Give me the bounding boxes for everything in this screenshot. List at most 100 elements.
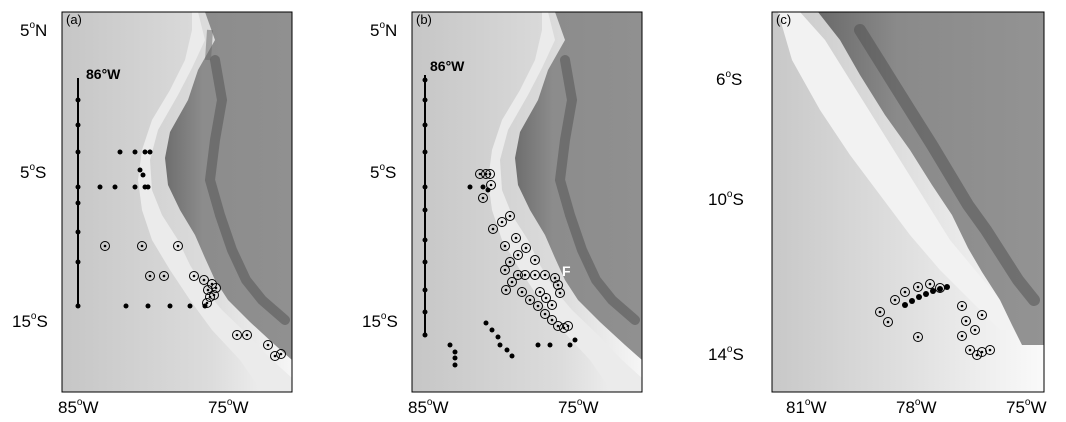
lat-tick-6s: 6oS [716,69,743,89]
ctd-station-ring [488,224,498,234]
station-dot [75,149,81,155]
ctd-station-ring [505,211,515,221]
ctd-station-ring [478,193,488,203]
ctd-station-dot [550,318,554,322]
ctd-station-ring [563,321,573,331]
station-dot [422,309,428,315]
ctd-station-dot [558,291,562,295]
station-points [75,97,208,309]
transect-label: 86°W [430,58,465,74]
lat-tick-5n: 5oN [370,20,398,40]
station-dot [422,149,428,155]
ctd-station-ring [913,332,923,342]
station-dot [422,207,428,213]
shelf [138,12,292,392]
ctd-station-ring [189,271,199,281]
ctd-station-ring [970,325,980,335]
ctd-station-ring [507,277,517,287]
ctd-station-ring [511,233,521,243]
ctd-station-ring [957,331,967,341]
ctd-station-ring [513,270,523,280]
station-dot [509,353,515,359]
station-dot [452,349,458,355]
ctd-station-dot [503,268,507,272]
ctd-station-dot [500,220,504,224]
lat-tick-5s: 5oS [20,162,47,182]
ctd-station-ring [965,345,975,355]
ctd-station-ring [890,295,900,305]
station-dot [572,337,578,343]
station-dot [497,342,503,348]
ctd-station-ring [486,180,496,190]
ctd-station-dot [533,273,537,277]
ctd-station-ring [900,287,910,297]
station-dot [422,237,428,243]
ctd-station-dot [528,298,532,302]
station-dot [75,303,81,309]
ctd-station-ring [513,250,523,260]
ctd-station-ring [497,217,507,227]
lon-tick-85w: 85oW [408,397,449,417]
land [818,12,1044,345]
station-dot [452,362,458,368]
station-dot [132,149,138,155]
station-dot [147,149,153,155]
ctd-station-ring [555,288,565,298]
ctd-station-dot [550,303,554,307]
ctd-station-ring [533,301,543,311]
ctd-station-dot [556,324,560,328]
panel-label: (a) [66,12,82,27]
panel-b: (b) 86°W F 5oN 5oS 15oS 85oW 75oW [350,0,650,422]
ctd-station-dot [202,278,206,282]
station-dot [483,320,489,326]
panel-label: (c) [776,12,792,27]
ctd-station-ring [875,307,885,317]
station-dot [123,303,129,309]
ctd-stations [100,241,286,361]
ctd-station-dot [478,172,482,176]
ctd-station-ring [159,271,169,281]
station-dot [535,342,541,348]
ctd-station-dot [235,333,239,337]
station-dot [75,97,81,103]
ctd-station-ring [263,340,273,350]
lat-tick-15s: 15oS [12,311,48,331]
station-dot [504,347,510,353]
ctd-station-dot [988,348,992,352]
station-dot [452,355,458,361]
ctd-station-dot [103,244,107,248]
station-dot [145,184,151,190]
ctd-station-dot [205,301,209,305]
ctd-station-dot [273,354,277,358]
ctd-station-ring [209,290,219,300]
map-c [771,11,1045,393]
ctd-station-dot [543,273,547,277]
ctd-station-ring [207,279,217,289]
land [515,12,642,360]
ctd-station-ring [500,241,510,251]
lon-tick-78w: 78oW [896,397,937,417]
station-dot [75,122,81,128]
map-b [411,11,643,393]
ctd-station-ring [541,293,551,303]
ctd-station-ring [553,280,563,290]
station-dot [547,342,553,348]
ctd-station-ring [553,321,563,331]
ctd-station-ring [232,330,242,340]
station-dot [467,184,473,190]
ctd-station-dot [206,288,210,292]
lon-tick-75w: 75oW [1006,397,1047,417]
ctd-station-dot [516,253,520,257]
station-dot [75,184,81,190]
ctd-station-dot [893,298,897,302]
ctd-station-dot [510,280,514,284]
ctd-station-dot [140,244,144,248]
ctd-station-dot [968,348,972,352]
lat-tick-15s: 15oS [362,311,398,331]
ctd-station-dot [192,274,196,278]
andes-ridge-2 [205,29,213,61]
ctd-station-dot [544,296,548,300]
ctd-station-dot [938,286,942,290]
lat-tick-5n: 5oN [20,20,48,40]
frame [61,11,293,393]
